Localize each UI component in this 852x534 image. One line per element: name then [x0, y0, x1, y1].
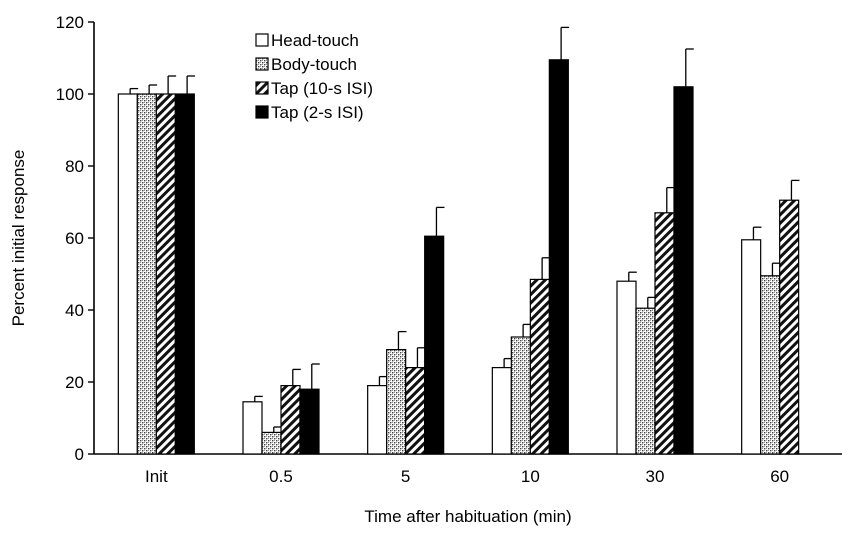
legend-label: Head-touch [271, 31, 359, 50]
bar-head-touch [242, 401, 263, 455]
bar-body-touch [635, 307, 656, 455]
bar-tap-10-s-isi [280, 385, 301, 455]
legend-label: Body-touch [271, 55, 357, 74]
bar-tap-10-s-isi [529, 278, 550, 455]
bar-head-touch [117, 93, 138, 455]
bar-body-touch [136, 93, 157, 455]
legend-item-head-touch: Head-touch [255, 31, 359, 50]
legend-swatch-tap-10-s-isi [255, 81, 269, 95]
legend-item-tap-2-s-isi: Tap (2-s ISI) [255, 103, 364, 122]
bar-tap-2-s-isi [299, 388, 320, 455]
x-tick-label: Init [145, 467, 168, 486]
y-axis-label: Percent initial response [9, 150, 28, 327]
bar-head-touch [367, 385, 388, 455]
x-tick-label: 5 [401, 467, 410, 486]
y-tick-label: 40 [65, 301, 84, 320]
x-tick-label: 10 [521, 467, 540, 486]
bar-head-touch [616, 280, 637, 455]
bar-tap-2-s-isi [548, 59, 569, 455]
y-tick-label: 120 [56, 13, 84, 32]
bar-tap-10-s-isi [405, 367, 426, 455]
bar-tap-2-s-isi [424, 235, 445, 455]
bar-head-touch [491, 367, 512, 455]
bar-head-touch [741, 239, 762, 455]
x-axis-label: Time after habituation (min) [364, 507, 571, 526]
legend-item-tap-10-s-isi: Tap (10-s ISI) [255, 79, 373, 98]
bar-tap-10-s-isi [654, 212, 675, 455]
y-tick-label: 20 [65, 373, 84, 392]
y-tick-label: 0 [75, 445, 84, 464]
bar-body-touch [760, 275, 781, 455]
bar-body-touch [386, 349, 407, 455]
bar-tap-10-s-isi [155, 93, 176, 455]
bar-body-touch [510, 336, 531, 455]
y-tick-label: 60 [65, 229, 84, 248]
legend-label: Tap (10-s ISI) [271, 79, 373, 98]
bar-tap-10-s-isi [779, 199, 800, 455]
x-tick-label: 0.5 [269, 467, 293, 486]
legend-swatch-tap-2-s-isi [255, 105, 269, 119]
bar-tap-2-s-isi [174, 93, 195, 455]
y-tick-label: 80 [65, 157, 84, 176]
bar-body-touch [261, 431, 282, 455]
y-tick-label: 100 [56, 85, 84, 104]
x-tick-label: 60 [770, 467, 789, 486]
legend-swatch-head-touch [255, 33, 269, 47]
bar-tap-2-s-isi [673, 86, 694, 455]
x-tick-label: 30 [646, 467, 665, 486]
legend-label: Tap (2-s ISI) [271, 103, 364, 122]
legend-swatch-body-touch [255, 57, 269, 71]
legend-item-body-touch: Body-touch [255, 55, 357, 74]
